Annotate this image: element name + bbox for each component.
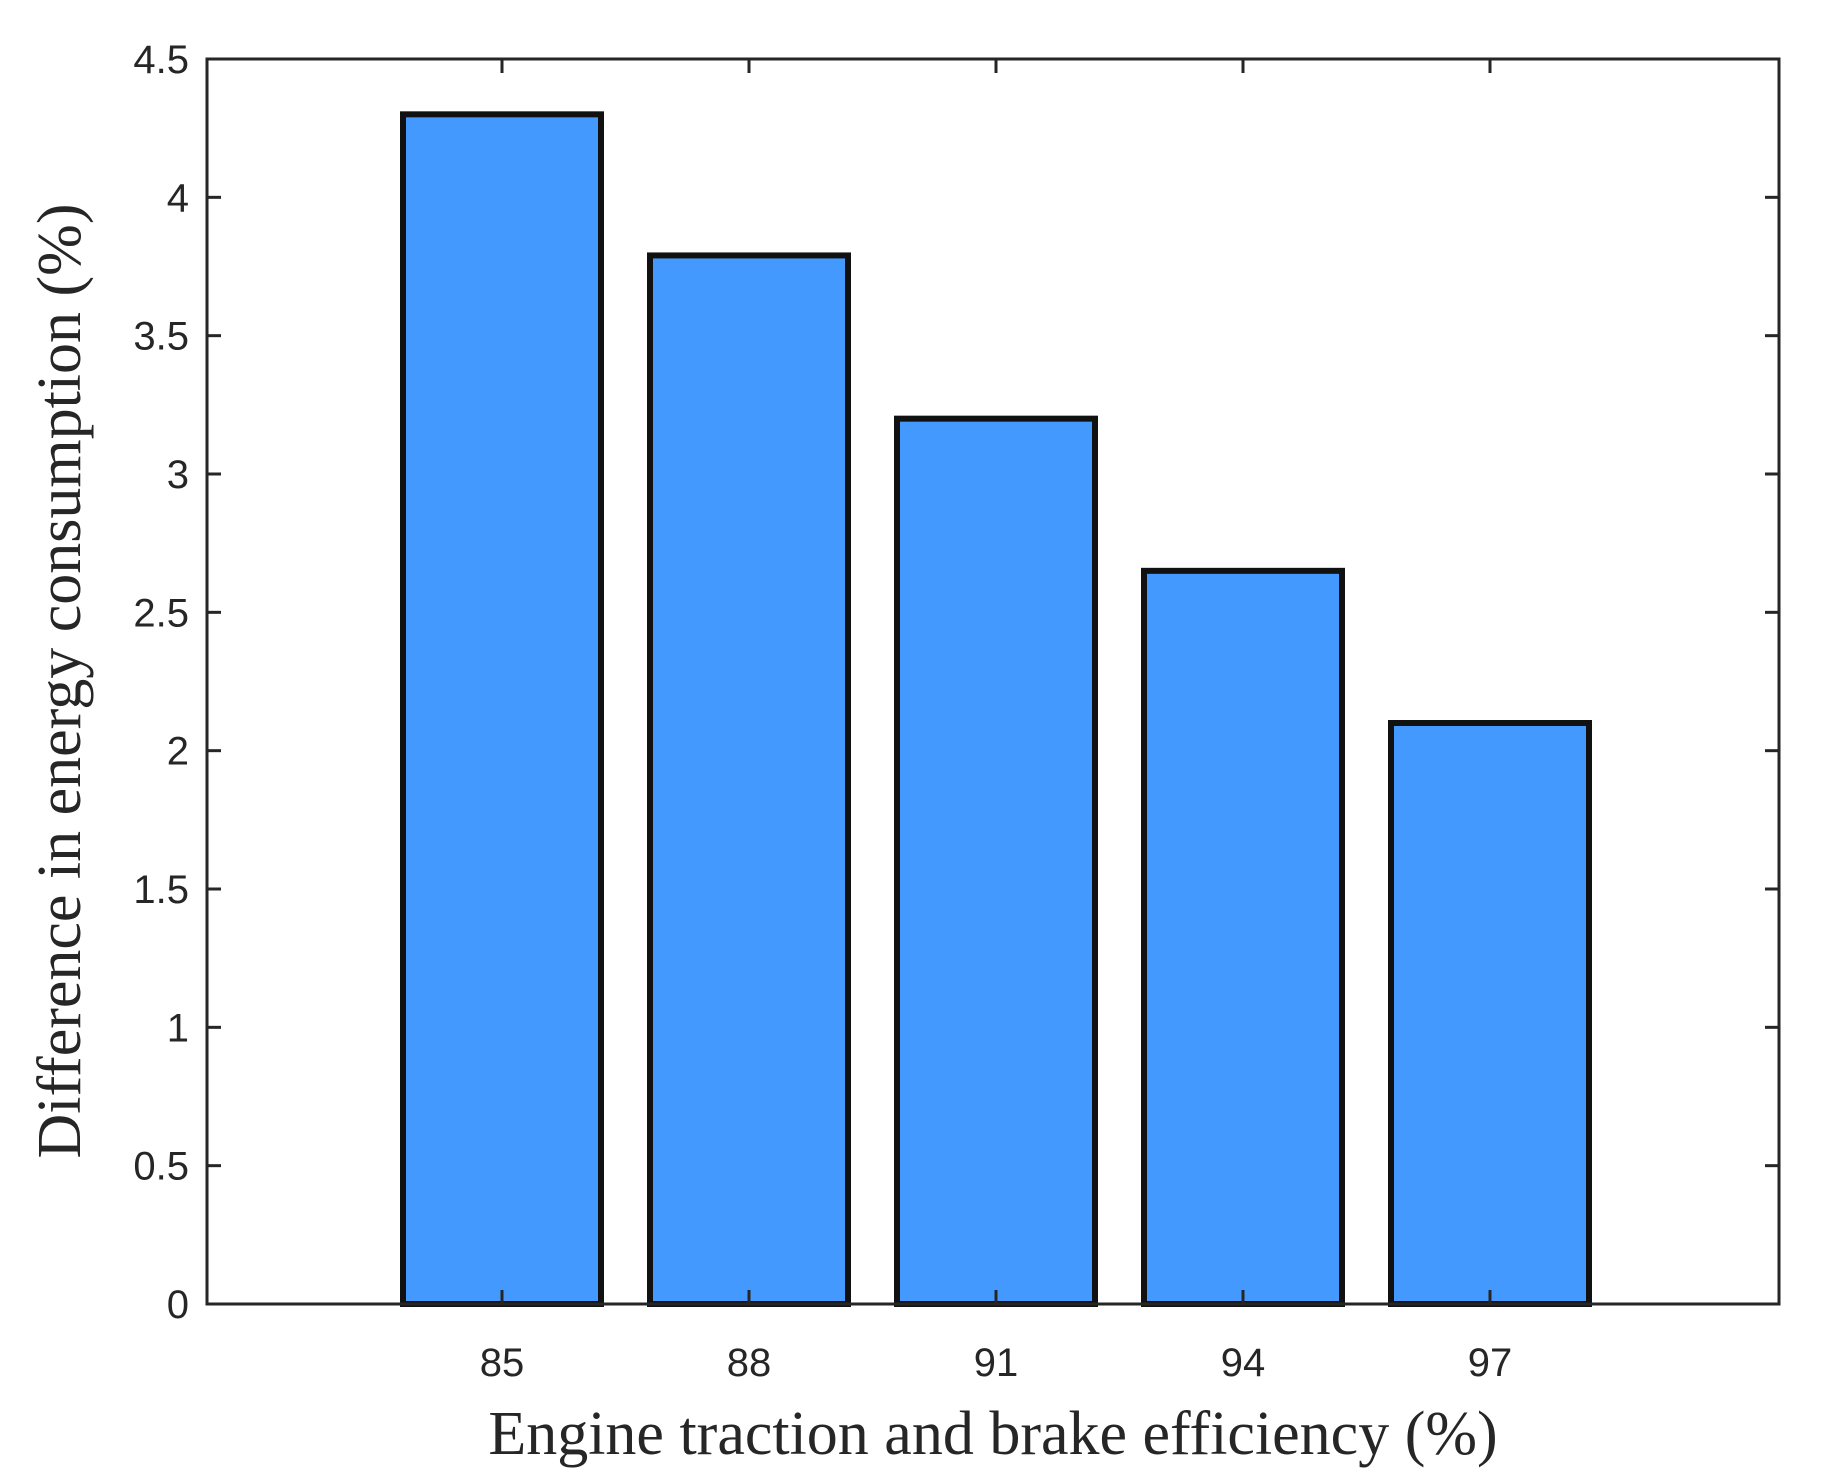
- x-tick-label: 85: [480, 1341, 525, 1385]
- x-tick-label: 88: [727, 1341, 772, 1385]
- y-axis-label: Difference in energy consumption (%): [26, 204, 94, 1159]
- x-axis-label: Engine traction and brake efficiency (%): [488, 1400, 1497, 1468]
- y-tick-label: 1.5: [133, 868, 189, 912]
- y-tick-label: 2: [167, 730, 189, 774]
- x-tick-label: 91: [974, 1341, 1019, 1385]
- bars-layer: [400, 111, 1592, 1307]
- y-tick-label: 4.5: [133, 38, 189, 82]
- y-tick-label: 2.5: [133, 591, 189, 635]
- x-tick-label: 94: [1221, 1341, 1266, 1385]
- bar-94: [1141, 567, 1345, 1307]
- ticks-layer: [207, 57, 1779, 1306]
- bar-88: [647, 252, 851, 1307]
- plot-frame: [205, 57, 1781, 1306]
- bar-97: [1388, 720, 1592, 1307]
- tick-labels-layer: 0 0.5 1 1.5 2 2.5 3 3.5 4 4.5 85 88 91 94 97: [133, 38, 1512, 1385]
- bar-91: [894, 415, 1098, 1307]
- y-tick-label: 0: [167, 1283, 189, 1327]
- y-tick-label: 4: [167, 176, 189, 220]
- y-tick-label: 3: [167, 453, 189, 497]
- y-tick-label: 1: [167, 1006, 189, 1050]
- x-tick-label: 97: [1468, 1341, 1513, 1385]
- bar-85: [400, 111, 604, 1307]
- y-tick-label: 0.5: [133, 1145, 189, 1189]
- y-tick-label: 3.5: [133, 315, 189, 359]
